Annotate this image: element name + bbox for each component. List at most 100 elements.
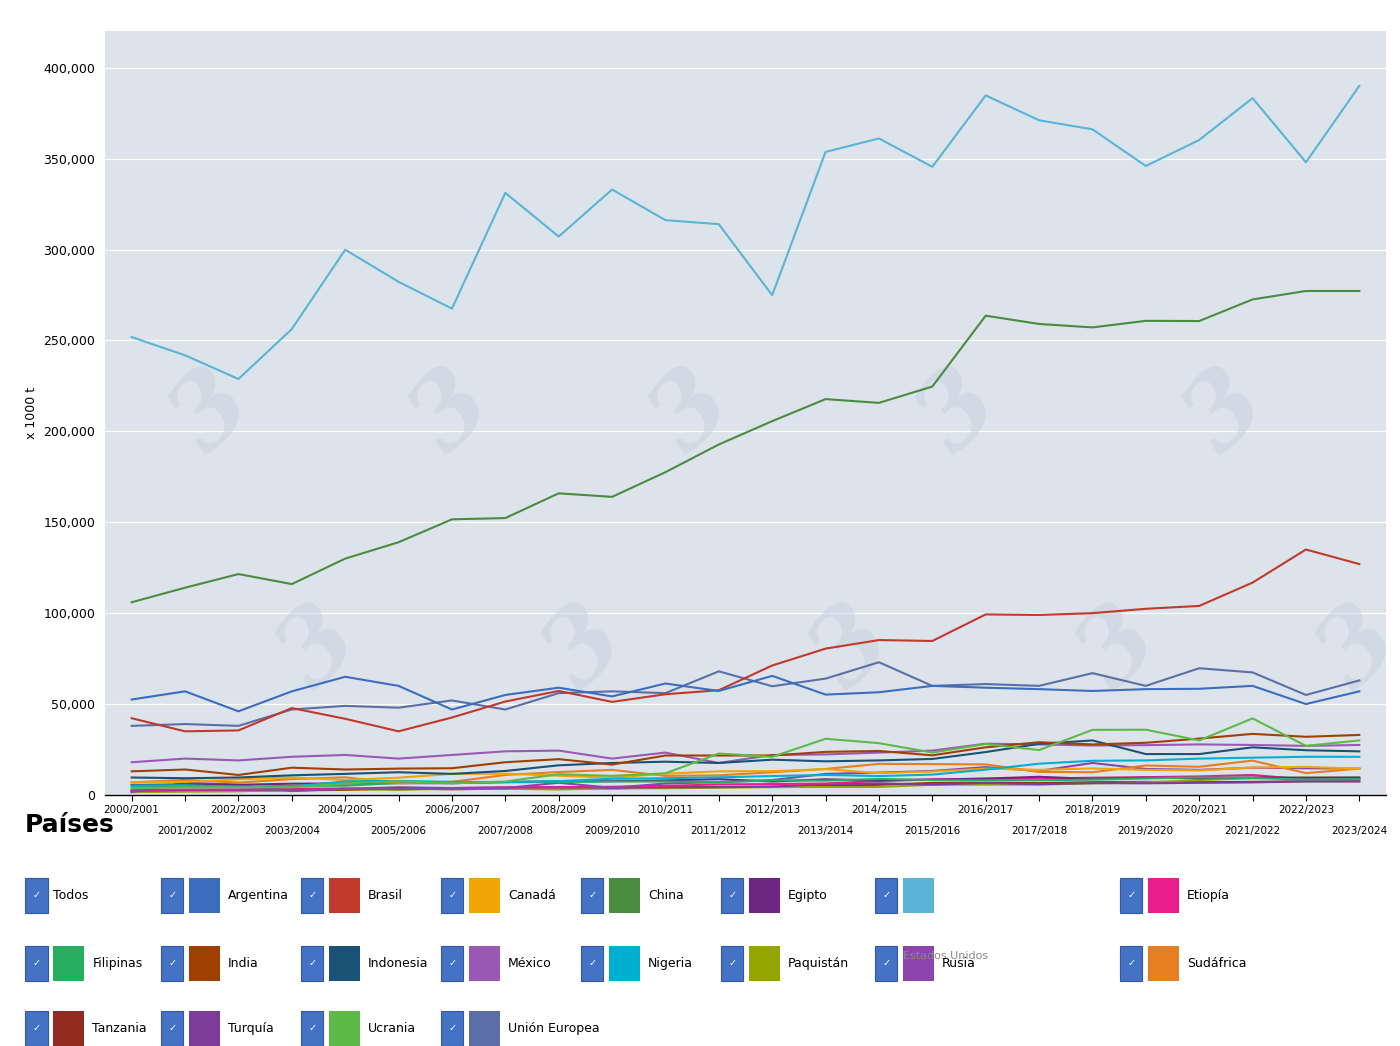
FancyBboxPatch shape [25, 946, 48, 981]
Text: Estados Unidos: Estados Unidos [903, 951, 988, 960]
Text: ✓: ✓ [308, 890, 316, 901]
Text: 3: 3 [260, 591, 377, 708]
FancyBboxPatch shape [441, 1010, 463, 1046]
Text: ✓: ✓ [1127, 890, 1135, 901]
FancyBboxPatch shape [875, 878, 897, 913]
FancyBboxPatch shape [1120, 878, 1142, 913]
FancyBboxPatch shape [329, 878, 360, 913]
Text: 3: 3 [153, 355, 270, 472]
FancyBboxPatch shape [329, 1010, 360, 1046]
FancyBboxPatch shape [161, 946, 183, 981]
Text: 2001/2002: 2001/2002 [157, 825, 213, 836]
Text: Países: Países [25, 813, 115, 837]
Text: 2009/2010: 2009/2010 [584, 825, 640, 836]
Text: 2017/2018: 2017/2018 [1011, 825, 1067, 836]
Text: ✓: ✓ [308, 958, 316, 969]
FancyBboxPatch shape [903, 946, 934, 981]
FancyBboxPatch shape [1120, 946, 1142, 981]
Text: ✓: ✓ [32, 1023, 41, 1033]
Text: Argentina: Argentina [228, 889, 290, 902]
Text: Rusia: Rusia [942, 957, 976, 970]
Text: India: India [228, 957, 259, 970]
FancyBboxPatch shape [53, 1010, 84, 1046]
Text: Sudáfrica: Sudáfrica [1187, 957, 1247, 970]
Text: ✓: ✓ [168, 890, 176, 901]
Text: Canadá: Canadá [508, 889, 556, 902]
Text: ✓: ✓ [448, 1023, 456, 1033]
Text: ✓: ✓ [588, 890, 596, 901]
Text: 2007/2008: 2007/2008 [477, 825, 533, 836]
Text: 3: 3 [526, 591, 644, 708]
FancyBboxPatch shape [25, 878, 48, 913]
Text: Brasil: Brasil [368, 889, 403, 902]
FancyBboxPatch shape [609, 946, 640, 981]
FancyBboxPatch shape [161, 1010, 183, 1046]
FancyBboxPatch shape [581, 878, 603, 913]
Text: México: México [508, 957, 552, 970]
Text: 2019/2020: 2019/2020 [1117, 825, 1173, 836]
Text: 3: 3 [900, 355, 1018, 472]
Text: ✓: ✓ [882, 958, 890, 969]
FancyBboxPatch shape [441, 946, 463, 981]
Text: 2013/2014: 2013/2014 [798, 825, 854, 836]
Text: Nigeria: Nigeria [648, 957, 693, 970]
FancyBboxPatch shape [721, 878, 743, 913]
Text: Indonesia: Indonesia [368, 957, 428, 970]
Text: 2005/2006: 2005/2006 [371, 825, 427, 836]
Text: 2023/2024: 2023/2024 [1331, 825, 1387, 836]
Text: ✓: ✓ [1127, 958, 1135, 969]
FancyBboxPatch shape [301, 878, 323, 913]
FancyBboxPatch shape [189, 1010, 220, 1046]
FancyBboxPatch shape [469, 1010, 500, 1046]
Text: ✓: ✓ [168, 1023, 176, 1033]
Text: 3: 3 [1060, 591, 1177, 708]
FancyBboxPatch shape [25, 1010, 48, 1046]
FancyBboxPatch shape [609, 878, 640, 913]
Text: Tanzania: Tanzania [92, 1022, 147, 1034]
Text: ✓: ✓ [882, 890, 890, 901]
FancyBboxPatch shape [721, 946, 743, 981]
Text: Egipto: Egipto [788, 889, 827, 902]
FancyBboxPatch shape [749, 946, 780, 981]
Text: 2011/2012: 2011/2012 [690, 825, 748, 836]
FancyBboxPatch shape [1148, 878, 1179, 913]
FancyBboxPatch shape [301, 946, 323, 981]
Text: ✓: ✓ [448, 958, 456, 969]
Text: China: China [648, 889, 685, 902]
Text: Ucrania: Ucrania [368, 1022, 416, 1034]
Text: Etiopía: Etiopía [1187, 889, 1231, 902]
FancyBboxPatch shape [189, 946, 220, 981]
Text: 3: 3 [1301, 591, 1400, 708]
Y-axis label: x 1000 t: x 1000 t [25, 387, 38, 439]
Text: ✓: ✓ [168, 958, 176, 969]
Text: 3: 3 [633, 355, 750, 472]
FancyBboxPatch shape [469, 946, 500, 981]
Text: Turquía: Turquía [228, 1022, 274, 1034]
Text: ✓: ✓ [728, 890, 736, 901]
Text: ✓: ✓ [32, 958, 41, 969]
Text: 3: 3 [794, 591, 911, 708]
Text: ✓: ✓ [308, 1023, 316, 1033]
Text: Todos: Todos [53, 889, 88, 902]
FancyBboxPatch shape [301, 1010, 323, 1046]
FancyBboxPatch shape [441, 878, 463, 913]
Text: 2021/2022: 2021/2022 [1225, 825, 1281, 836]
Text: 2015/2016: 2015/2016 [904, 825, 960, 836]
Text: 3: 3 [393, 355, 511, 472]
Text: ✓: ✓ [588, 958, 596, 969]
Text: Paquistán: Paquistán [788, 957, 850, 970]
FancyBboxPatch shape [749, 878, 780, 913]
FancyBboxPatch shape [903, 878, 934, 913]
FancyBboxPatch shape [469, 878, 500, 913]
FancyBboxPatch shape [53, 946, 84, 981]
Text: Unión Europea: Unión Europea [508, 1022, 599, 1034]
Text: ✓: ✓ [32, 890, 41, 901]
Text: Filipinas: Filipinas [92, 957, 143, 970]
Text: ✓: ✓ [728, 958, 736, 969]
Text: 2003/2004: 2003/2004 [263, 825, 319, 836]
Text: 3: 3 [1168, 355, 1285, 472]
FancyBboxPatch shape [875, 946, 897, 981]
FancyBboxPatch shape [161, 878, 183, 913]
Text: ✓: ✓ [448, 890, 456, 901]
FancyBboxPatch shape [581, 946, 603, 981]
